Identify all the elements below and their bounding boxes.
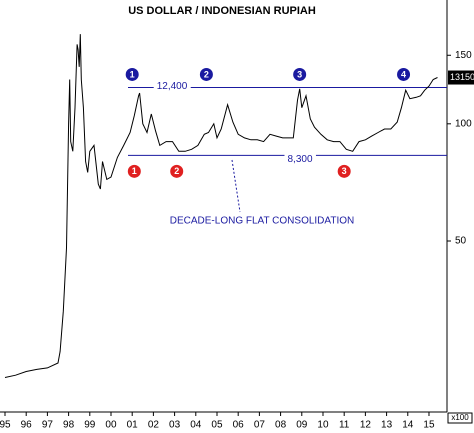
marker <box>337 164 351 178</box>
y-unit: x100 <box>451 413 469 422</box>
level-label-bg <box>284 153 316 165</box>
marker <box>127 164 141 178</box>
marker-label: 2 <box>174 166 179 176</box>
x-tick-label: 14 <box>402 420 414 431</box>
price-line <box>4 34 438 378</box>
x-tick-label: 98 <box>63 420 75 431</box>
last-value-label: 13150 <box>450 72 474 82</box>
x-tick-label: 95 <box>0 420 11 431</box>
annotation-pointer <box>231 159 241 213</box>
unit-box <box>447 412 473 424</box>
level-label: 8,300 <box>287 154 312 165</box>
y-tick-label: 50 <box>455 236 467 247</box>
x-tick-label: 96 <box>21 420 33 431</box>
marker <box>170 164 184 178</box>
x-tick-label: 99 <box>84 420 96 431</box>
marker <box>397 67 411 81</box>
x-tick-label: 97 <box>42 420 54 431</box>
x-tick-label: 00 <box>105 420 117 431</box>
marker-label: 3 <box>297 69 302 79</box>
x-tick-label: 08 <box>275 420 287 431</box>
x-tick-label: 06 <box>233 420 245 431</box>
level-label: 12,400 <box>157 81 188 92</box>
marker-label: 4 <box>401 69 406 79</box>
x-tick-label: 04 <box>190 420 202 431</box>
x-tick-label: 01 <box>127 420 139 431</box>
marker-label: 2 <box>204 69 209 79</box>
y-tick-label: 100 <box>455 118 472 129</box>
chart-title: US DOLLAR / INDONESIAN RUPIAH <box>128 5 316 17</box>
marker <box>199 67 213 81</box>
x-tick-label: 15 <box>423 420 435 431</box>
x-tick-label: 13 <box>381 420 393 431</box>
x-tick-label: 10 <box>317 420 329 431</box>
last-value-box <box>448 70 474 85</box>
x-tick-label: 07 <box>254 420 266 431</box>
x-tick-label: 09 <box>296 420 308 431</box>
marker <box>293 67 307 81</box>
level-label-bg <box>153 81 191 93</box>
y-tick-label: 150 <box>455 50 472 61</box>
x-tick-label: 05 <box>211 420 223 431</box>
x-tick-label: 12 <box>360 420 372 431</box>
marker-label: 1 <box>130 69 135 79</box>
x-tick-label: 11 <box>339 420 350 431</box>
marker-label: 1 <box>132 166 137 176</box>
marker-label: 3 <box>342 166 347 176</box>
x-tick-label: 02 <box>148 420 160 431</box>
annotation: DECADE-LONG FLAT CONSOLIDATION <box>170 216 354 227</box>
x-tick-label: 03 <box>169 420 181 431</box>
marker <box>125 67 139 81</box>
